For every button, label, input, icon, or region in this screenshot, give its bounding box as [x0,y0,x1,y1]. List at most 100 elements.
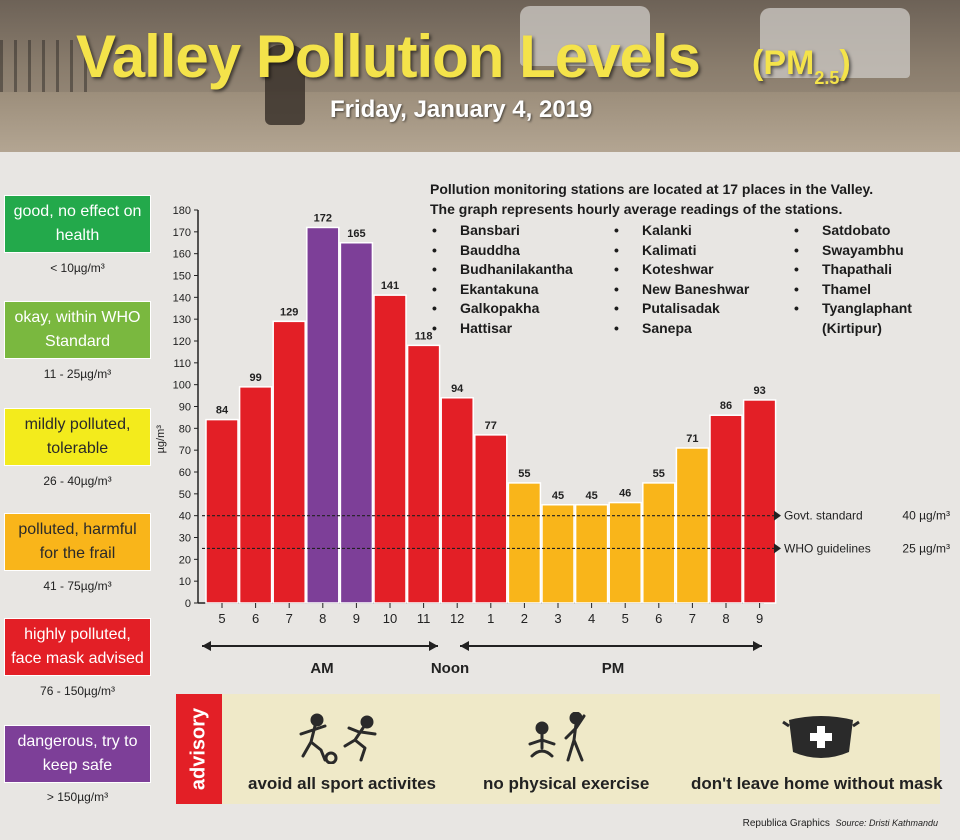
bar-value-label: 84 [216,405,229,417]
station-list: BansbariBauddhaBudhanilakanthaEkantakuna… [432,221,573,338]
reference-arrow-icon [774,543,781,554]
bar-value-label: 86 [720,400,732,412]
y-axis-label: µg/m³ [155,425,167,454]
x-tick-label: 9 [756,611,763,626]
chart-bar [507,482,542,604]
credit-source: Source: Dristi Kathmandu [835,818,938,828]
chart-bar [574,504,609,604]
station-item: Tyanglaphant [794,299,912,319]
sport-icon [299,713,377,764]
chart-bar [238,386,273,604]
report-date: Friday, January 4, 2019 [330,96,593,123]
pm-unit: (PM2.5) [752,44,851,88]
y-tick-label: 110 [173,358,191,370]
stations-intro: Pollution monitoring stations are locate… [430,179,930,219]
station-item: Satdobato [794,221,912,241]
reference-line-value: 40 µg/m³ [902,509,950,523]
station-item: New Baneshwar [614,280,749,300]
chart-bar [306,226,340,604]
legend-item: okay, within WHO Standard [4,301,151,359]
x-tick-label: 1 [487,611,494,626]
station-item: Sanepa [614,319,749,339]
pm-label: PM [602,660,625,677]
advisory-item-label: don't leave home without mask [691,774,943,793]
station-item: Kalimati [614,241,749,261]
y-tick-label: 120 [173,336,191,348]
x-tick-label: 6 [655,611,662,626]
x-tick-label: 6 [252,611,259,626]
bar-value-label: 45 [585,490,597,502]
y-tick-label: 160 [173,249,191,261]
chart-bar [675,447,710,604]
station-item: Bansbari [432,221,573,241]
mask-icon [782,716,860,758]
x-tick-label: 5 [622,611,629,626]
bar-value-label: 46 [619,488,631,500]
station-item: Koteshwar [614,260,749,280]
pollution-bar-chart: 0102030405060708090100110120130140150160… [155,205,950,677]
x-tick-label: 8 [319,611,326,626]
bar-value-label: 71 [686,433,698,445]
pm-period-arrow-head [753,641,762,651]
station-item: Thapathali [794,260,912,280]
y-tick-label: 140 [173,292,191,304]
legend-range: 11 - 25µg/m³ [43,367,112,381]
reference-line-value: 25 µg/m³ [902,541,950,555]
chart-bar [474,434,508,604]
bar-value-label: 55 [653,468,665,480]
advisory-item-label: avoid all sport activites [248,774,437,793]
bar-value-label: 172 [314,212,332,224]
bar-value-label: 165 [347,228,365,240]
legend-item: polluted, harmful for the frail [4,513,151,571]
reference-line-label: Govt. standard [784,509,863,523]
y-tick-label: 40 [179,511,191,523]
y-tick-label: 50 [179,489,191,501]
pm-period-arrow-head [460,641,469,651]
bar-value-label: 99 [249,372,261,384]
y-tick-label: 180 [173,205,191,217]
y-tick-label: 80 [179,423,191,435]
y-tick-label: 100 [173,380,191,392]
reference-line-label: WHO guidelines [784,541,871,555]
header-banner: Valley Pollution Levels (PM2.5) Friday, … [0,0,960,152]
legend-item: mildly polluted, tolerable [4,408,151,466]
x-tick-label: 4 [588,611,595,626]
chart-bar [709,414,743,604]
x-tick-label: 10 [383,611,397,626]
chart-bar [742,399,777,604]
advisory-item-label: no physical exercise [483,774,650,793]
advisory-tab-label: advisory [187,707,210,791]
credit-publisher: Republica Graphics [742,818,830,829]
x-tick-label: 8 [722,611,729,626]
background-car [520,6,650,66]
bar-value-label: 77 [485,420,497,432]
station-item: (Kirtipur) [822,319,882,336]
am-period-arrow-head [202,641,211,651]
y-tick-label: 170 [173,227,191,239]
chart-bar [373,294,407,604]
y-tick-label: 60 [179,467,191,479]
bar-value-label: 94 [451,383,464,395]
station-list: SatdobatoSwayambhuThapathaliThamelTyangl… [794,221,912,338]
page-title: Valley Pollution Levels [76,23,701,90]
y-tick-label: 30 [179,533,191,545]
bar-value-label: 93 [753,385,765,397]
station-item: Bauddha [432,241,573,261]
stations-intro-line: Pollution monitoring stations are locate… [430,181,874,197]
noon-label: Noon [431,660,469,677]
chart-bar [205,418,239,604]
legend-item: dangerous, try to keep safe [4,725,151,783]
y-tick-label: 10 [179,576,191,588]
bar-value-label: 45 [552,490,564,502]
credit-line: Republica Graphics Source: Dristi Kathma… [743,818,938,829]
reference-arrow-icon [774,510,781,521]
station-item: Thamel [794,280,912,300]
x-tick-label: 5 [218,611,225,626]
background-car [760,8,910,78]
x-tick-label: 7 [286,611,293,626]
y-tick-label: 130 [173,314,191,326]
legend-item: highly polluted, face mask advised [4,618,151,676]
station-item: Galkopakha [432,299,573,319]
advisory-panel: advisory avoid all sport activites no ph… [176,694,943,804]
chart-bar [406,344,441,604]
